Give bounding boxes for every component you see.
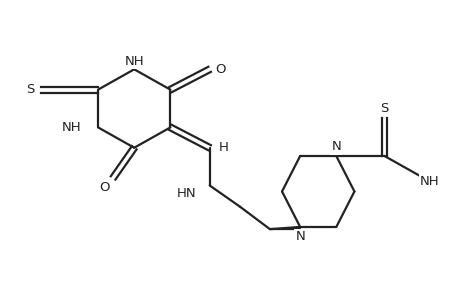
Text: HN: HN (176, 187, 196, 200)
Text: S: S (380, 102, 388, 115)
Text: O: O (214, 63, 225, 76)
Text: O: O (99, 181, 109, 194)
Text: N: N (331, 140, 341, 154)
Text: N: N (295, 230, 304, 243)
Text: S: S (26, 83, 34, 96)
Text: NH: NH (62, 121, 81, 134)
Text: NH: NH (124, 55, 144, 68)
Text: NH: NH (419, 175, 439, 188)
Text: H: H (218, 141, 228, 154)
